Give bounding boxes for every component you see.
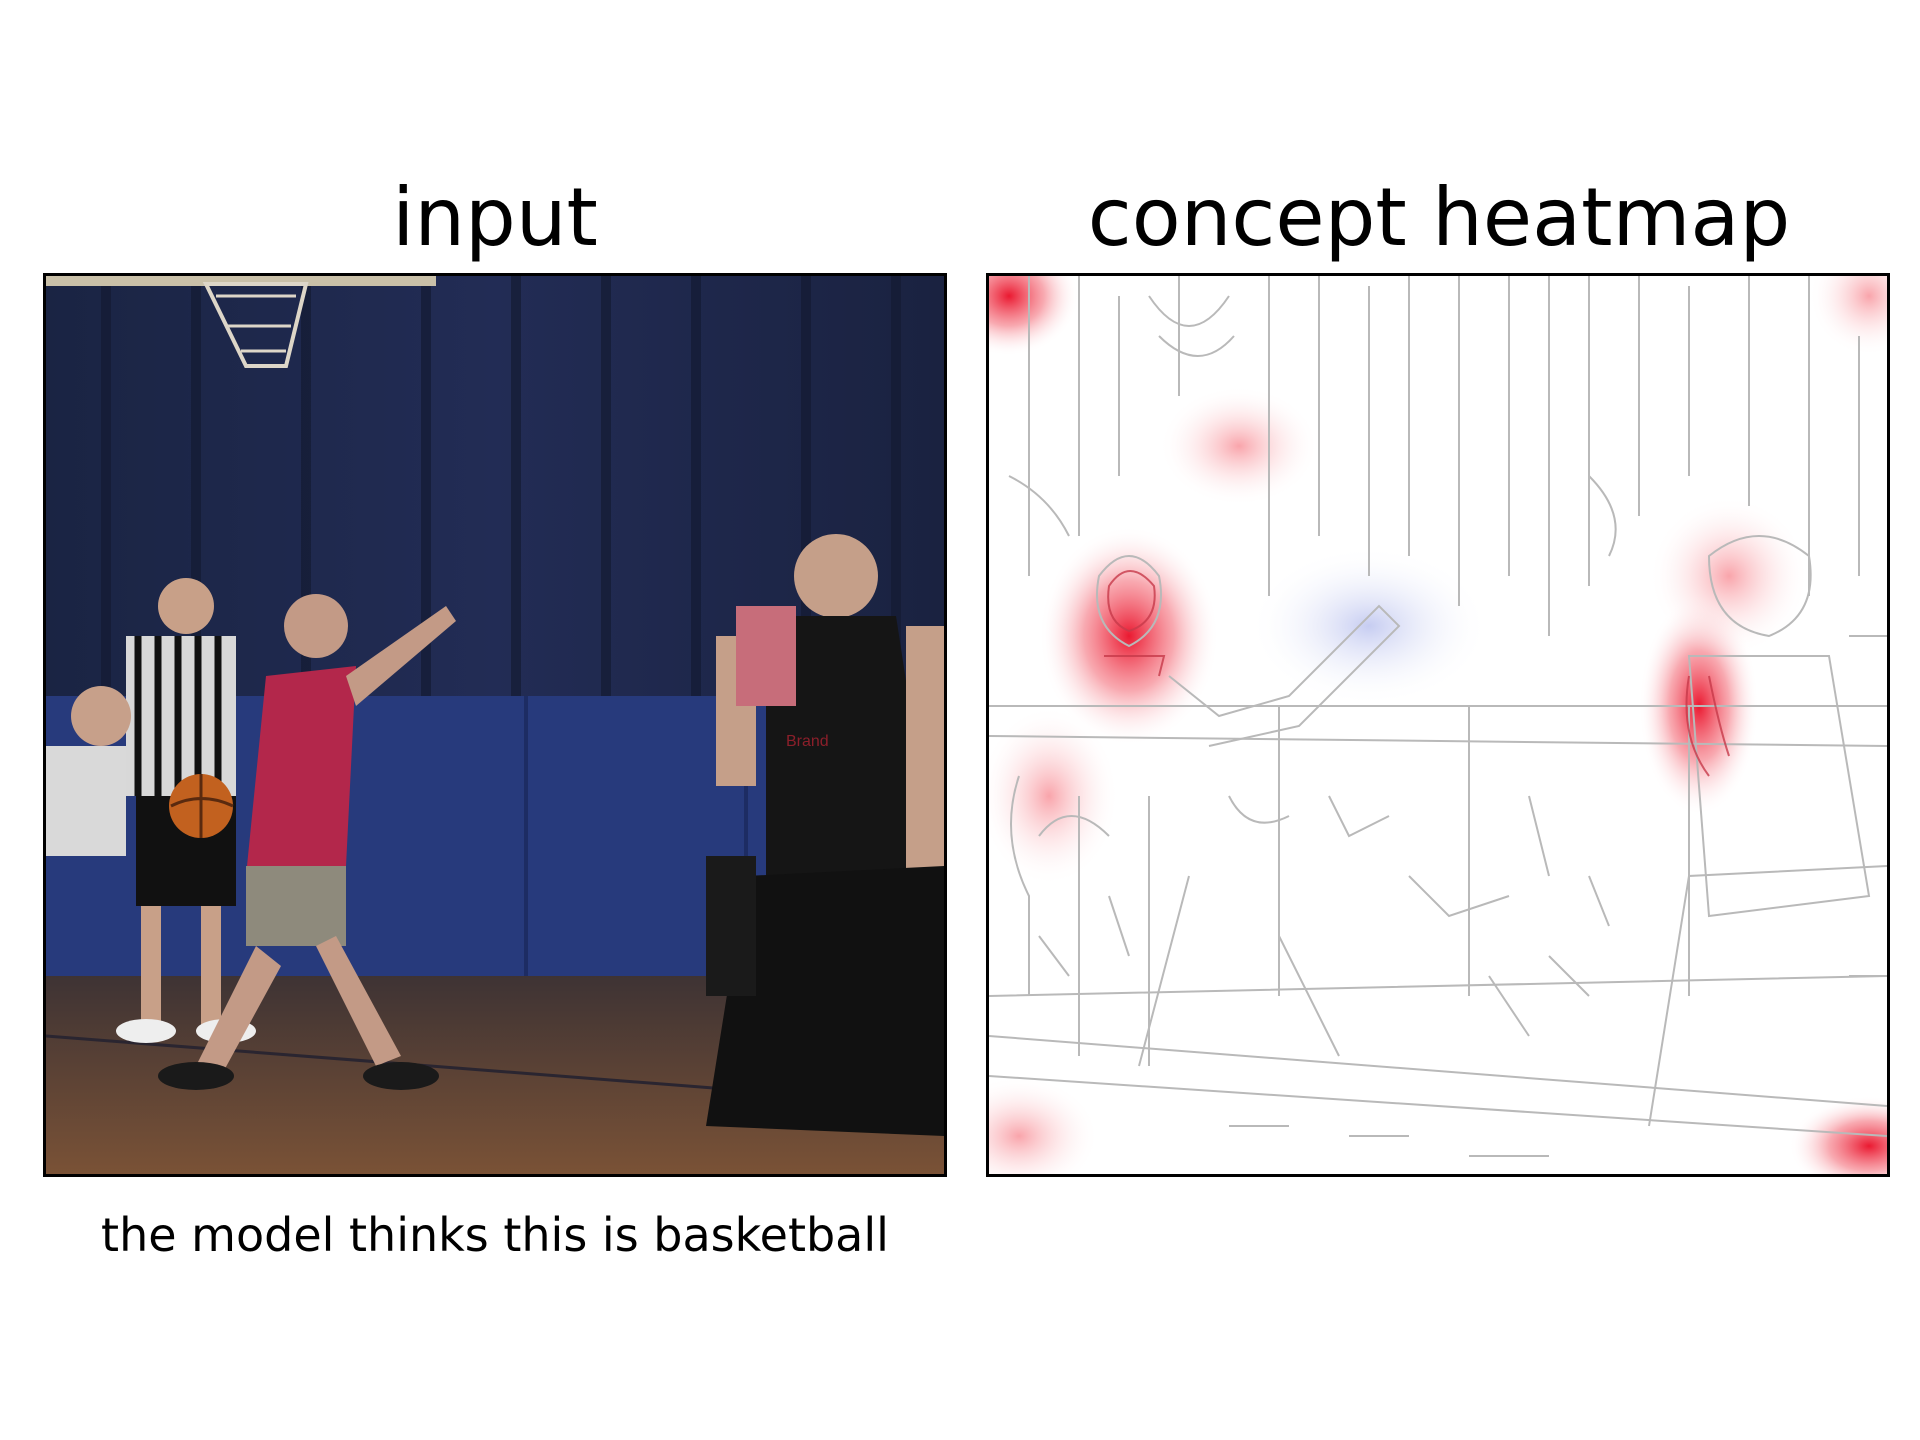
input-panel-title: input — [392, 171, 598, 264]
svg-text:Brand: Brand — [786, 733, 829, 750]
basketball-scene-photo: Brand — [46, 276, 944, 1174]
edge-overlay-heatmap — [989, 276, 1887, 1174]
heatmap-panel-title: concept heatmap — [1087, 171, 1791, 264]
heatmap-image-frame — [986, 273, 1890, 1177]
prediction-caption: the model thinks this is basketball — [101, 1208, 889, 1262]
input-image-frame: Brand — [43, 273, 947, 1177]
